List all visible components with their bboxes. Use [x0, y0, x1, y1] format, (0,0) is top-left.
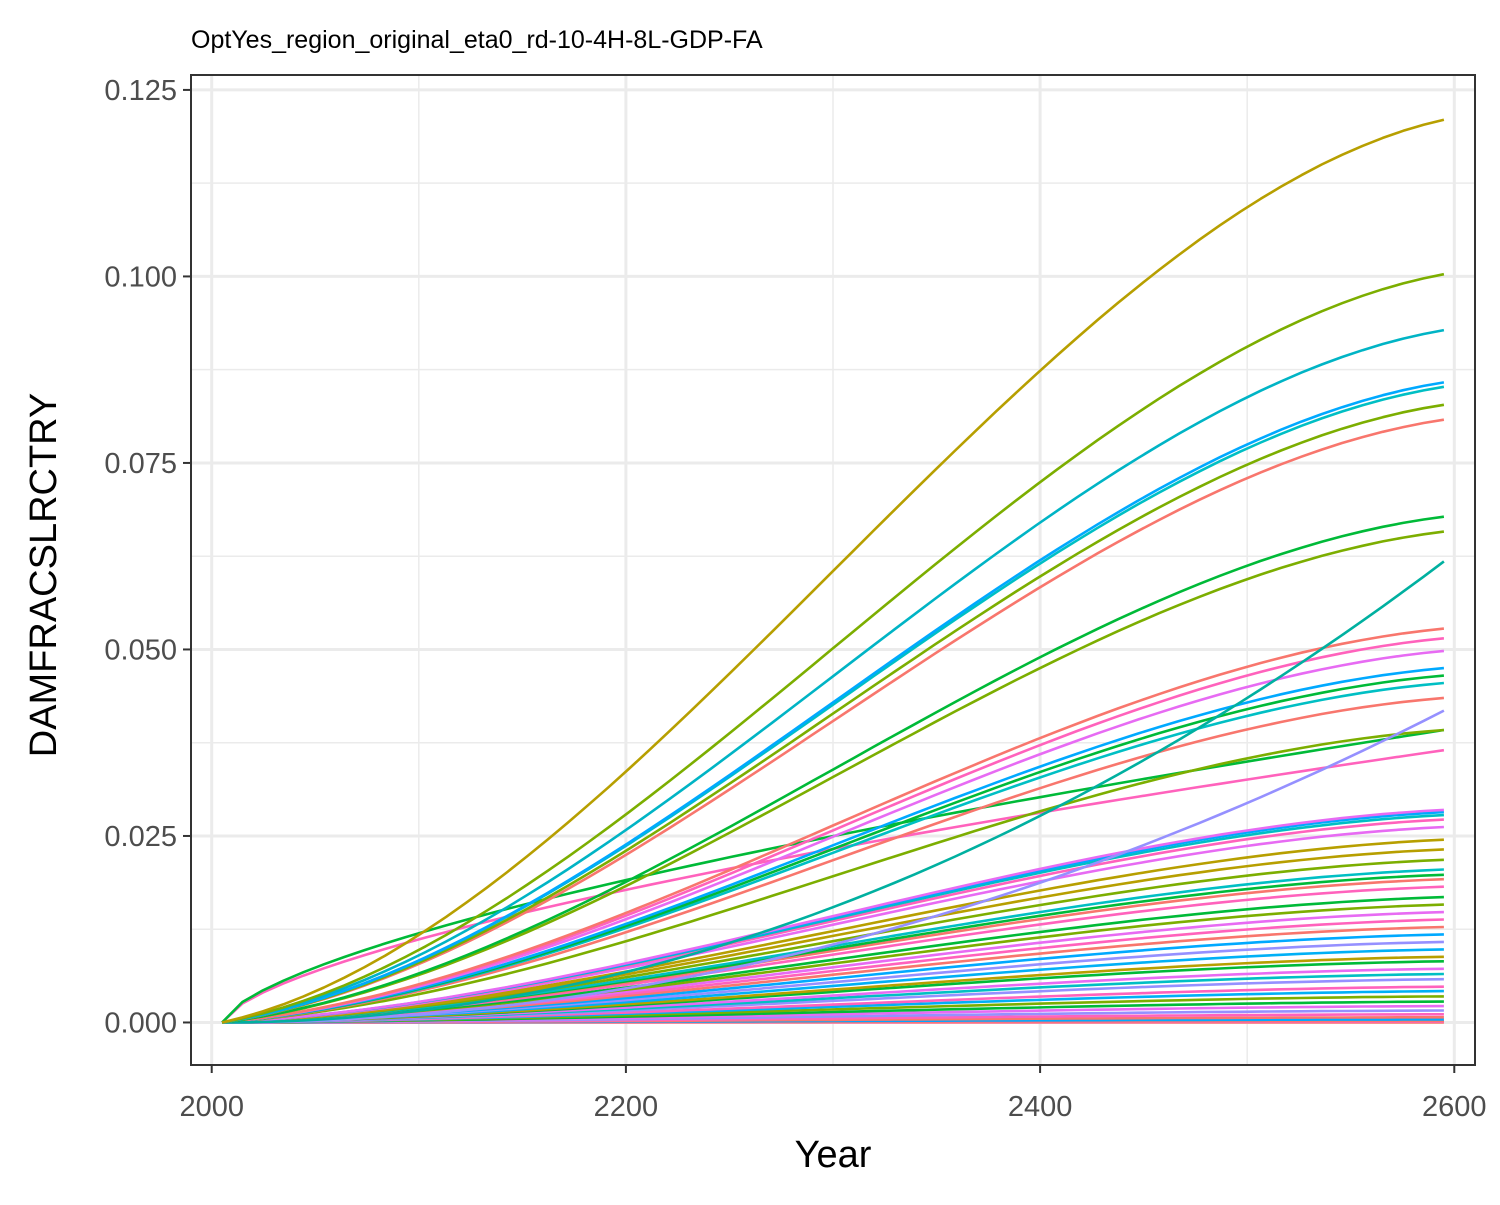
panel-border	[190, 74, 1476, 1066]
series-line	[222, 560, 1445, 1024]
series-line	[221, 728, 1445, 1024]
series-line	[221, 381, 1445, 1024]
series-line	[222, 808, 1444, 1024]
chart-title: OptYes_region_original_eta0_rd-10-4H-8L-…	[191, 26, 763, 54]
y-tick-label: 0.100	[104, 261, 177, 293]
series-line	[221, 515, 1445, 1024]
y-axis-title: DAMFRACSLRCTRY	[23, 393, 65, 758]
x-tick-label: 2000	[179, 1091, 244, 1123]
y-tick-label: 0.000	[104, 1007, 177, 1039]
y-tick-label: 0.125	[104, 75, 177, 107]
x-tick-label: 2600	[1422, 1091, 1487, 1123]
tick-layer: 2000 2200 2400 2600 0.000 0.025 0.050 0.075 0.10…	[104, 75, 1486, 1123]
series-line	[221, 328, 1445, 1024]
series-line	[221, 403, 1445, 1024]
series-line	[221, 272, 1445, 1024]
series-line	[221, 530, 1445, 1024]
x-tick-label: 2400	[1008, 1091, 1073, 1123]
y-tick-label: 0.025	[104, 821, 177, 853]
series-layer	[221, 118, 1445, 1024]
series-line	[221, 696, 1445, 1024]
series-line	[221, 666, 1445, 1024]
series-line	[221, 627, 1445, 1024]
series-line	[221, 418, 1445, 1024]
series-line	[221, 118, 1445, 1024]
x-tick-label: 2200	[594, 1091, 659, 1123]
x-axis-title: Year	[795, 1134, 872, 1176]
series-line	[222, 709, 1445, 1024]
y-tick-label: 0.050	[104, 634, 177, 666]
y-tick-label: 0.075	[104, 448, 177, 480]
